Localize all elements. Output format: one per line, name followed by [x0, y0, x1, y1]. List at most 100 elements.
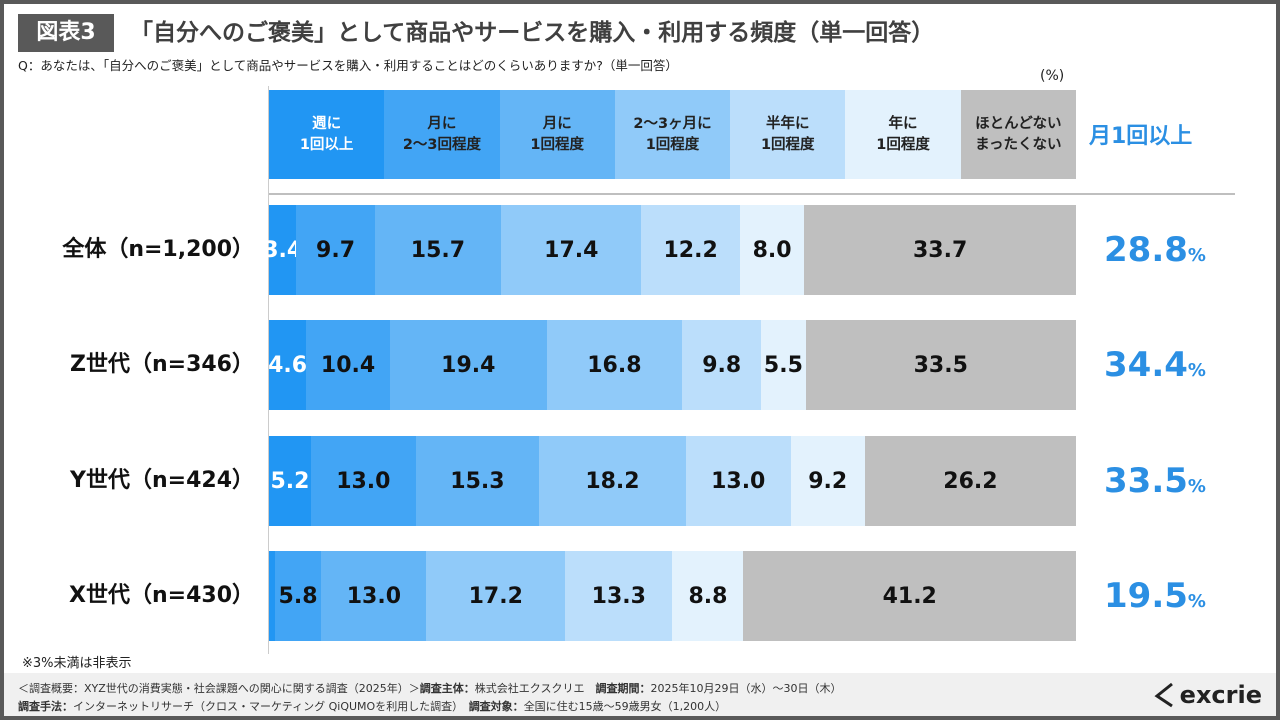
footer-text: ＜調査概要：XYZ世代の消費実態・社会課題への関心に関する調査（2025年）＞	[18, 682, 420, 695]
footer-text: 調査主体：	[419, 682, 475, 695]
bar-segment: 19.4	[390, 320, 547, 410]
footer-text: 調査対象：	[468, 700, 524, 713]
summary-value: 33.5%	[1104, 436, 1234, 532]
bar-segment: 12.2	[641, 205, 740, 295]
excrie-logo: excrie	[1152, 681, 1262, 709]
summary-unit: %	[1187, 476, 1206, 497]
data-label: 9.7	[316, 237, 356, 263]
survey-method: 調査手法：インターネットリサーチ（クロス・マーケティング QiQUMOを利用した…	[18, 698, 726, 714]
legend-item: 半年に 1回程度	[730, 90, 846, 179]
data-label: 13.0	[711, 468, 766, 494]
legend: 週に 1回以上 月に 2〜3回程度 月に 1回程度 2〜3ヶ月に 1回程度 半年に 1回…	[269, 90, 1076, 179]
bar-segment: 13.0	[321, 551, 427, 641]
bar-segment: 9.7	[296, 205, 375, 295]
data-label: 3.4	[263, 237, 303, 263]
summary-number: 19.5	[1104, 576, 1188, 616]
data-label: 13.3	[591, 583, 646, 609]
summary-number: 34.4	[1104, 345, 1188, 385]
footer-text: インターネットリサーチ（クロス・マーケティング QiQUMOを利用した調査）	[73, 700, 469, 713]
legend-item: 週に 1回以上	[269, 90, 385, 179]
footer-text: 調査手法：	[18, 700, 73, 713]
bar-segment: 13.0	[310, 436, 416, 526]
row-label: Z世代（n=346）	[70, 352, 254, 377]
data-label: 33.5	[913, 352, 968, 378]
data-label: 9.2	[808, 468, 848, 494]
data-label: 9.8	[702, 352, 742, 378]
bar-segment: 9.8	[682, 320, 762, 410]
stacked-bar: 4.6 10.4 19.4 16.8 9.8 5.5 33.5	[268, 320, 1076, 410]
stacked-bar: 5.2 13.0 15.3 18.2 13.0 9.2 26.2	[269, 436, 1077, 526]
unit-label: (%)	[1040, 68, 1065, 84]
summary-value: 34.4%	[1104, 320, 1234, 416]
stacked-bar: 3.4 9.7 15.7 17.4 12.2 8.0 33.7	[263, 205, 1076, 295]
data-label: 5.2	[270, 468, 310, 494]
data-label: 26.2	[943, 468, 998, 494]
chart-title: 「自分へのご褒美」として商品やサービスを購入・利用する頻度（単一回答）	[130, 20, 935, 46]
bar-segment: 3.4	[263, 205, 302, 295]
bar-segment: 16.8	[546, 320, 683, 410]
summary-number: 28.8	[1104, 230, 1188, 270]
legend-item: 2〜3ヶ月に 1回程度	[614, 90, 731, 179]
data-label: 17.4	[544, 237, 599, 263]
data-label: 33.7	[913, 237, 968, 263]
bar-segment: 13.0	[685, 436, 791, 526]
legend-item: 年に 1回程度	[845, 90, 961, 179]
summary-unit: %	[1187, 591, 1206, 612]
data-label: 15.7	[410, 237, 466, 263]
summary-value: 19.5%	[1104, 551, 1234, 647]
footer-text: 株式会社エクスクリエ	[474, 682, 596, 695]
data-label: 13.0	[336, 468, 391, 494]
bar-segment: 15.7	[374, 205, 502, 295]
bar-segment: 41.2	[743, 551, 1076, 641]
data-label: 15.3	[450, 468, 505, 494]
summary-unit: %	[1187, 245, 1206, 266]
data-label: 18.2	[585, 468, 640, 494]
summary-value: 28.8%	[1104, 205, 1234, 301]
bar-segment: 9.2	[790, 436, 865, 526]
row-label: X世代（n=430）	[69, 583, 254, 608]
bar-segment: 33.7	[804, 205, 1076, 295]
bar-segment: 33.5	[805, 320, 1076, 410]
bar-segment: 15.3	[415, 436, 540, 526]
bar-segment: 5.5	[761, 320, 806, 410]
data-label: 10.4	[320, 352, 376, 378]
bar-segment: 4.6	[268, 320, 307, 410]
data-label: 12.2	[663, 237, 718, 263]
data-label: 19.4	[441, 352, 496, 378]
data-label: 8.0	[752, 237, 792, 263]
summary-number: 33.5	[1104, 461, 1188, 501]
footer: ＜調査概要：XYZ世代の消費実態・社会課題への関心に関する調査（2025年）＞調…	[4, 673, 1276, 716]
bar-segment: 10.4	[306, 320, 391, 410]
bar-segment: 5.8	[274, 551, 322, 641]
legend-item: 月に 2〜3回程度	[384, 90, 500, 179]
data-label: 5.8	[278, 583, 318, 609]
data-label: 13.0	[346, 583, 402, 609]
data-label: 5.5	[763, 352, 803, 378]
question-text: Q：あなたは、「自分へのご褒美」として商品やサービスを購入・利用することはどのく…	[18, 58, 678, 73]
bar-segment: 5.2	[269, 436, 311, 526]
legend-item: 月に 1回程度	[499, 90, 615, 179]
data-label: 8.8	[688, 583, 728, 609]
footnote: ※3%未満は非表示	[22, 656, 132, 671]
summary-header: 月1回以上	[1089, 124, 1193, 149]
bar-segment: 26.2	[864, 436, 1077, 526]
stacked-bar: 5.8 13.0 17.2 13.3 8.8 41.2	[269, 551, 1076, 641]
figure-badge: 図表3	[18, 14, 114, 52]
data-label: 41.2	[882, 583, 937, 609]
bar-segment: 17.4	[501, 205, 642, 295]
bar-segment: 13.3	[565, 551, 673, 641]
data-label: 16.8	[587, 352, 642, 378]
row-label: 全体（n=1,200）	[62, 237, 254, 262]
axis-line	[268, 86, 269, 654]
divider	[269, 193, 1235, 195]
slide: 図表3 「自分へのご褒美」として商品やサービスを購入・利用する頻度（単一回答） …	[4, 4, 1276, 716]
logo-text: excrie	[1179, 681, 1262, 709]
legend-item: ほとんどない まったくない	[960, 90, 1076, 179]
bar-segment: 18.2	[539, 436, 686, 526]
bar-segment: 17.2	[426, 551, 566, 641]
logo-mark-icon	[1154, 682, 1173, 708]
footer-text: 2025年10月29日（水）〜30日（木）	[650, 682, 842, 695]
bar-segment: 8.0	[739, 205, 805, 295]
row-label: Y世代（n=424）	[70, 468, 254, 493]
footer-text: 調査期間：	[595, 682, 651, 695]
